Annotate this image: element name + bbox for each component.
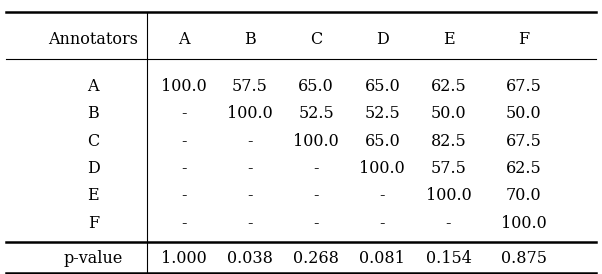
Text: 100.0: 100.0 (293, 133, 339, 150)
Text: -: - (379, 215, 385, 232)
Text: -: - (181, 133, 187, 150)
Text: 100.0: 100.0 (426, 187, 471, 204)
Text: -: - (313, 187, 319, 204)
Text: -: - (445, 215, 452, 232)
Text: C: C (87, 133, 99, 150)
Text: E: E (442, 31, 455, 48)
Text: -: - (313, 215, 319, 232)
Text: 65.0: 65.0 (364, 78, 400, 95)
Text: 50.0: 50.0 (506, 105, 542, 122)
Text: 0.154: 0.154 (426, 250, 471, 267)
Text: 52.5: 52.5 (364, 105, 400, 122)
Text: B: B (87, 105, 99, 122)
Text: 50.0: 50.0 (430, 105, 467, 122)
Text: F: F (88, 215, 99, 232)
Text: -: - (247, 215, 253, 232)
Text: 70.0: 70.0 (506, 187, 542, 204)
Text: A: A (87, 78, 99, 95)
Text: 100.0: 100.0 (501, 215, 547, 232)
Text: D: D (87, 160, 100, 177)
Text: 62.5: 62.5 (506, 160, 542, 177)
Text: 0.081: 0.081 (359, 250, 405, 267)
Text: 67.5: 67.5 (506, 133, 542, 150)
Text: 100.0: 100.0 (359, 160, 405, 177)
Text: E: E (87, 187, 99, 204)
Text: 100.0: 100.0 (227, 105, 273, 122)
Text: -: - (313, 160, 319, 177)
Text: -: - (247, 160, 253, 177)
Text: -: - (181, 160, 187, 177)
Text: 65.0: 65.0 (298, 78, 334, 95)
Text: p-value: p-value (64, 250, 123, 267)
Text: 57.5: 57.5 (232, 78, 268, 95)
Text: 62.5: 62.5 (430, 78, 467, 95)
Text: B: B (244, 31, 256, 48)
Text: F: F (518, 31, 529, 48)
Text: 0.875: 0.875 (501, 250, 547, 267)
Text: A: A (178, 31, 190, 48)
Text: 65.0: 65.0 (364, 133, 400, 150)
Text: -: - (247, 187, 253, 204)
Text: 67.5: 67.5 (506, 78, 542, 95)
Text: Annotators: Annotators (48, 31, 138, 48)
Text: -: - (379, 187, 385, 204)
Text: 57.5: 57.5 (430, 160, 467, 177)
Text: 1.000: 1.000 (161, 250, 206, 267)
Text: -: - (181, 215, 187, 232)
Text: 100.0: 100.0 (161, 78, 206, 95)
Text: -: - (181, 187, 187, 204)
Text: -: - (181, 105, 187, 122)
Text: D: D (376, 31, 389, 48)
Text: C: C (310, 31, 322, 48)
Text: 0.268: 0.268 (293, 250, 339, 267)
Text: -: - (247, 133, 253, 150)
Text: 0.038: 0.038 (227, 250, 273, 267)
Text: 52.5: 52.5 (298, 105, 334, 122)
Text: 82.5: 82.5 (430, 133, 467, 150)
